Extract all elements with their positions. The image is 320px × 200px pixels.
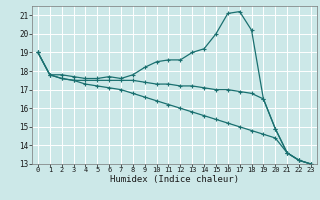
- X-axis label: Humidex (Indice chaleur): Humidex (Indice chaleur): [110, 175, 239, 184]
